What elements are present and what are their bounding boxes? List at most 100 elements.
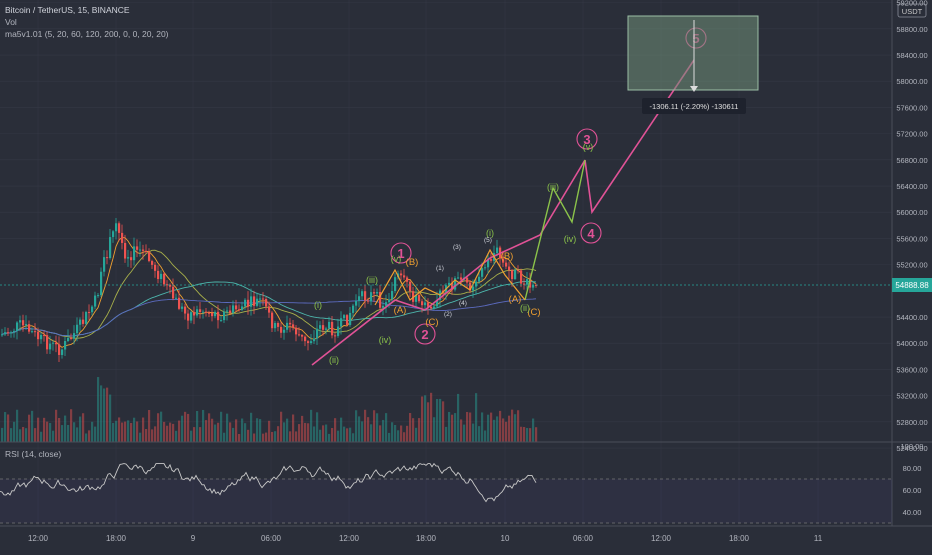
time-tick-label: 18:00: [416, 534, 437, 543]
candle-body: [391, 291, 394, 300]
candle-body: [346, 315, 349, 325]
candle-body: [448, 282, 451, 286]
candle-body: [244, 299, 247, 307]
candle-body: [91, 306, 94, 313]
volume-bar: [292, 414, 295, 442]
volume-bar: [373, 410, 376, 442]
volume-bar: [211, 418, 214, 442]
candle-body: [421, 301, 424, 306]
candle-body: [295, 327, 298, 335]
green-projection-line: [524, 159, 586, 301]
candle-body: [112, 231, 115, 238]
candle-body: [526, 279, 529, 285]
volume-bar: [229, 422, 232, 442]
candle-body: [472, 286, 475, 291]
candle-body: [172, 286, 175, 299]
candle-body: [280, 326, 283, 333]
volume-bar: [94, 426, 97, 442]
volume-bar: [346, 428, 349, 442]
volume-indicator-label: Vol: [5, 17, 17, 27]
time-axis[interactable]: 12:00 18:00 9 06:00 12:00 18:00 10 06:00 12:00 18…: [28, 534, 823, 543]
candle-body: [67, 337, 70, 342]
candle-body: [43, 334, 46, 336]
volume-bar: [25, 428, 28, 442]
price-axis[interactable]: 59200.0058800.0058400.0058000.0057600.00…: [896, 0, 927, 453]
candle-body: [532, 284, 535, 288]
candle-body: [481, 268, 484, 277]
candle-body: [193, 312, 196, 316]
candle-body: [115, 223, 118, 232]
green-wave-label: (iii): [366, 275, 378, 285]
volume-bar: [247, 429, 250, 442]
volume-bar: [271, 431, 274, 442]
symbol-title: Bitcoin / TetherUS, 15, BINANCE: [5, 5, 130, 15]
pink-wave-line: [311, 159, 586, 366]
candle-body: [373, 292, 376, 294]
volume-bar: [409, 412, 412, 442]
measure-tool[interactable]: -1306.11 (-2.20%) -130611: [627, 15, 759, 114]
volume-bar: [355, 410, 358, 442]
candle-body: [157, 270, 160, 280]
volume-bar: [526, 427, 529, 442]
volume-bar: [259, 419, 262, 442]
small-wave-label: (5): [484, 237, 492, 244]
volume-bar: [457, 393, 460, 442]
volume-bar: [496, 416, 499, 442]
candle-body: [427, 302, 430, 307]
volume-bar: [337, 430, 340, 442]
rsi-pane: RSI (14, close): [0, 449, 892, 524]
candle-body: [223, 311, 226, 321]
volume-bar: [442, 401, 445, 442]
volume-bar: [196, 410, 199, 442]
candle-body: [88, 312, 91, 314]
volume-bar: [343, 426, 346, 442]
volume-bar: [391, 422, 394, 442]
candle-body: [316, 328, 319, 339]
candle-body: [13, 330, 16, 333]
candle-body: [160, 273, 163, 280]
candle-body: [307, 341, 310, 344]
candle-body: [502, 258, 505, 263]
volume-bar: [64, 415, 67, 442]
currency-badge[interactable]: [897, 3, 927, 18]
candle-body: [163, 273, 166, 285]
volume-bar: [403, 432, 406, 442]
time-tick-label: 11: [814, 534, 823, 543]
volume-bar: [37, 417, 40, 442]
candle-body: [415, 295, 418, 302]
candle-body: [466, 277, 469, 283]
candle-body: [505, 262, 508, 267]
volume-bar: [79, 416, 82, 442]
volume-bar: [181, 415, 184, 442]
price-tick-label: 56000.00: [896, 208, 927, 217]
candle-body: [388, 299, 391, 303]
orange-wave-label: (A): [394, 305, 407, 316]
candle-body: [241, 306, 244, 311]
volume-bar: [220, 411, 223, 442]
time-tick-label: 12:00: [651, 534, 672, 543]
price-tick-label: 58400.00: [896, 51, 927, 60]
volume-bar: [289, 431, 292, 442]
candle-body: [133, 246, 136, 261]
volume-bar: [205, 420, 208, 442]
wave-circle: [390, 242, 412, 264]
volume-bar: [406, 425, 409, 442]
candle-body: [7, 332, 10, 334]
candlesticks[interactable]: [1, 217, 538, 362]
candle-body: [55, 342, 58, 345]
price-tick-label: 55600.00: [896, 234, 927, 243]
candle-body: [376, 292, 379, 294]
volume-bar: [112, 423, 115, 442]
candle-body: [349, 312, 352, 325]
candle-body: [4, 332, 7, 335]
candle-body: [139, 249, 142, 251]
candle-body: [16, 322, 19, 331]
candle-body: [19, 320, 22, 323]
volume-bar: [1, 427, 4, 442]
volume-bar: [55, 409, 58, 442]
candle-body: [292, 324, 295, 328]
price-tick-label: 57200.00: [896, 130, 927, 139]
candle-body: [82, 319, 85, 324]
green-wave-label: (ii): [329, 355, 339, 365]
